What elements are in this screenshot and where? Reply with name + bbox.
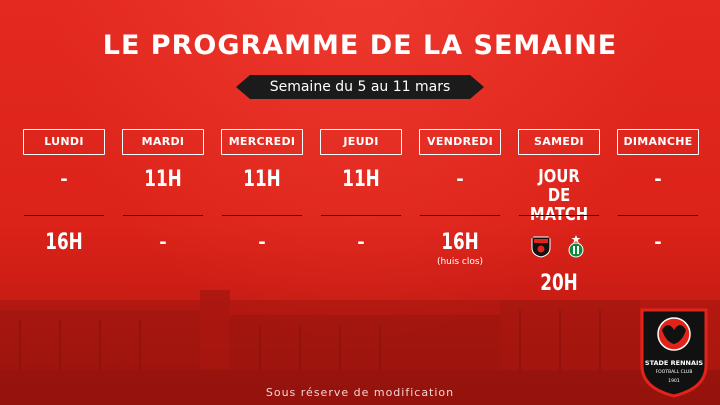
session-mercredi-morning: 11H [243, 167, 281, 192]
day-label: SAMEDI [534, 135, 584, 148]
day-header-dimanche: DIMANCHE [617, 129, 699, 155]
as-saint-etienne-crest-icon [568, 235, 584, 258]
session-lundi-morning: - [60, 169, 68, 190]
day-header-vendredi: VENDREDI [419, 129, 501, 155]
session-vendredi-morning: - [456, 169, 464, 190]
session-mardi-morning: 11H [144, 167, 182, 192]
session-lundi-afternoon: 16H [45, 230, 83, 255]
day-header-jeudi: JEUDI [320, 129, 402, 155]
day-header-mercredi: MERCREDI [221, 129, 303, 155]
week-label: Semaine du 5 au 11 mars [269, 79, 451, 95]
day-label: DIMANCHE [623, 135, 693, 148]
session-mercredi-afternoon: - [258, 232, 266, 253]
session-mardi-afternoon: - [159, 232, 167, 253]
day-label: MARDI [141, 135, 185, 148]
day-label: MERCREDI [228, 135, 296, 148]
logo-sub: FOOTBALL CLUB [656, 369, 693, 375]
divider [222, 215, 302, 216]
day-header-samedi: SAMEDI [518, 129, 600, 155]
divider [519, 215, 599, 216]
day-label: VENDREDI [427, 135, 493, 148]
matchday-line-2: MATCH [529, 204, 589, 225]
session-dimanche-morning: - [654, 169, 662, 190]
divider [420, 215, 500, 216]
session-vendredi-afternoon: 16H [441, 230, 479, 255]
session-dimanche-afternoon: - [654, 232, 662, 253]
match-time: 20H [540, 271, 578, 296]
session-samedi-matchday: JOUR DE MATCH [525, 167, 592, 224]
session-jeudi-morning: 11H [342, 167, 380, 192]
day-header-mardi: MARDI [122, 129, 204, 155]
session-jeudi-afternoon: - [357, 232, 365, 253]
divider [24, 215, 104, 216]
session-vendredi-note: (huis clos) [436, 257, 484, 267]
day-label: JEUDI [343, 135, 379, 148]
stade-rennais-crest-icon [531, 236, 551, 258]
stade-rennais-logo: STADE RENNAIS FOOTBALL CLUB 1901 [640, 308, 708, 398]
day-header-lundi: LUNDI [23, 129, 105, 155]
divider [618, 215, 698, 216]
logo-name: STADE RENNAIS [645, 359, 704, 367]
day-label: LUNDI [44, 135, 84, 148]
divider [321, 215, 401, 216]
matchday-line-1: JOUR DE [538, 166, 580, 206]
training-center-photo [0, 290, 720, 405]
logo-year: 1901 [668, 378, 680, 384]
disclaimer: Sous réserve de modification [265, 386, 455, 399]
divider [123, 215, 203, 216]
page-title: LE PROGRAMME DE LA SEMAINE [102, 30, 618, 61]
week-banner: Semaine du 5 au 11 mars [236, 75, 484, 99]
